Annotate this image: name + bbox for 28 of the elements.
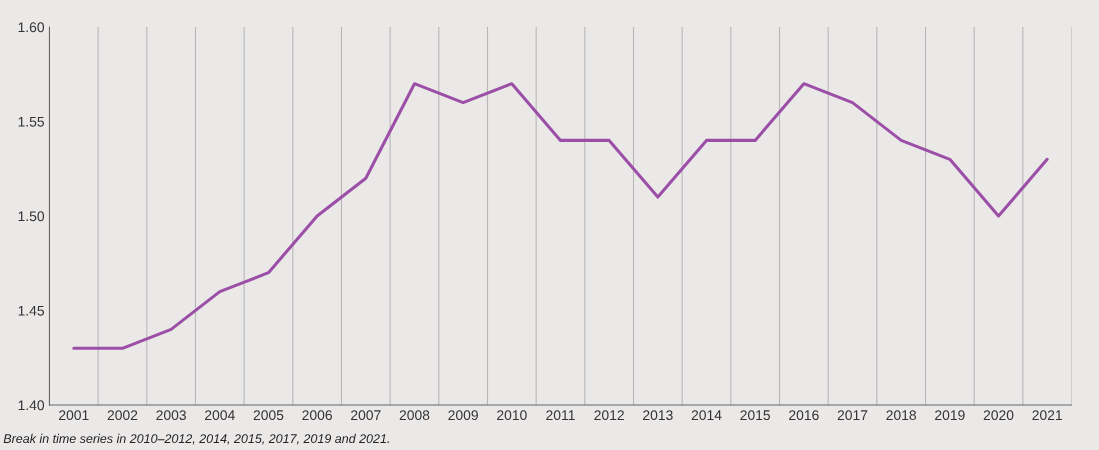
y-tick-label: 1.40: [18, 400, 45, 411]
y-tick-label: 1.45: [18, 305, 45, 316]
x-tick-label: 2020: [983, 410, 1014, 421]
x-tick-label: 2004: [205, 410, 235, 421]
x-tick-label: 2021: [1032, 410, 1062, 421]
y-tick-label: 1.60: [18, 22, 45, 33]
x-tick-label: 2001: [59, 410, 89, 421]
x-tick-label: 2003: [156, 410, 186, 421]
x-tick-label: 2014: [691, 410, 722, 421]
line-series: [72, 82, 1049, 350]
x-tick-label: 2016: [789, 410, 819, 421]
y-tick-label: 1.50: [18, 211, 45, 222]
x-tick-label: 2008: [399, 410, 430, 421]
x-tick-label: 2015: [740, 410, 771, 421]
x-tick-label: 2017: [837, 410, 868, 421]
x-tick-label: 2018: [886, 410, 917, 421]
x-tick-label: 2010: [497, 410, 527, 421]
x-tick-label: 2009: [448, 410, 478, 421]
x-tick-label: 2012: [594, 410, 624, 421]
y-tick-label: 1.55: [18, 116, 45, 127]
x-tick-label: 2005: [253, 410, 284, 421]
x-tick-label: 2011: [546, 410, 575, 421]
x-tick-label: 2007: [351, 410, 381, 421]
x-tick-label: 2013: [643, 410, 673, 421]
x-tick-label: 2006: [302, 410, 332, 421]
text: Break in time series in 2010–2012, 2014, 2015, 2017, 2019 and 2021.: [3, 433, 389, 445]
x-tick-label: 2019: [935, 410, 965, 421]
x-tick-label: 2002: [107, 410, 138, 421]
